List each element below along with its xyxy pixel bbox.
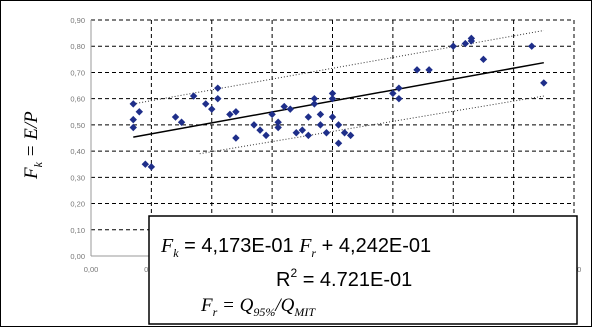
data-point [328,113,337,121]
data-point [268,110,276,119]
data-point [389,89,397,98]
data-point [310,94,319,103]
data-point [171,113,180,121]
data-point [189,92,198,100]
data-point [280,102,288,111]
y-tick-label: 0,80 [70,42,85,51]
data-point [129,123,137,132]
y-tick-label: 0,30 [70,173,85,182]
y-tick-label: 0,60 [70,95,85,104]
data-point [298,126,307,134]
data-point [540,79,548,87]
data-point [310,100,319,108]
confidence-band [133,29,544,155]
y-axis-label: Fk = E/P [21,111,45,180]
data-point [129,100,137,108]
data-point [286,105,294,113]
data-point [449,42,457,50]
data-point [316,110,325,119]
y-tick-label: 0,10 [70,226,85,235]
trendline [133,61,544,138]
data-point [528,42,536,50]
regression-equation: Fk = 4,173E-01 Fr + 4,242E-01 [160,235,431,260]
data-point [304,131,313,140]
data-point [395,84,403,92]
data-point [316,121,325,129]
data-point [340,129,349,137]
data-point [232,134,240,142]
y-tick-labels: 0,00 0,10 0,20 0,30 0,40 0,50 0,60 0,70 0,80 0,90 [70,16,85,261]
data-point [328,94,337,103]
equation-box: Fk = 4,173E-01 Fr + 4,242E-01 R2 = 4.721… [148,215,578,325]
data-point [208,105,216,113]
y-tick-label: 0,70 [70,68,85,77]
data-point [250,121,258,129]
data-point [274,123,282,132]
data-point [292,129,300,137]
data-point [461,39,470,48]
r-squared-label: R2 = 4.721E-01 [276,266,412,291]
data-point [129,115,137,124]
trendline-group [133,61,544,138]
data-point [304,113,313,121]
confidence-line-upper [133,29,544,105]
data-point [467,34,476,43]
y-tick-label: 0,20 [70,200,85,209]
y-tick-label: 0,00 [70,252,85,261]
data-point [226,110,234,119]
data-point [334,139,343,147]
data-point [322,129,331,137]
y-tick-label: 0,50 [70,121,85,130]
data-point [232,108,240,116]
data-point [202,100,210,108]
data-point [425,66,433,74]
data-points [129,34,548,171]
data-point [147,163,156,171]
data-point [413,66,421,74]
data-point [479,55,488,64]
y-tick-label: 0,90 [70,16,85,25]
confidence-line-lower [199,95,544,155]
data-point [395,94,403,103]
data-point [256,126,264,134]
data-point [214,94,222,103]
data-point [346,131,355,140]
data-point [141,160,150,168]
data-point [334,121,343,129]
data-point [214,84,222,92]
data-point [177,118,186,126]
x-tick-label: 0,00 [84,265,99,274]
equation-box-frame [148,215,578,325]
data-point [262,131,270,140]
x-axis-label: Fr = Q95%/QMIT [200,295,316,319]
data-point [135,108,144,116]
y-tick-label: 0,40 [70,147,85,156]
